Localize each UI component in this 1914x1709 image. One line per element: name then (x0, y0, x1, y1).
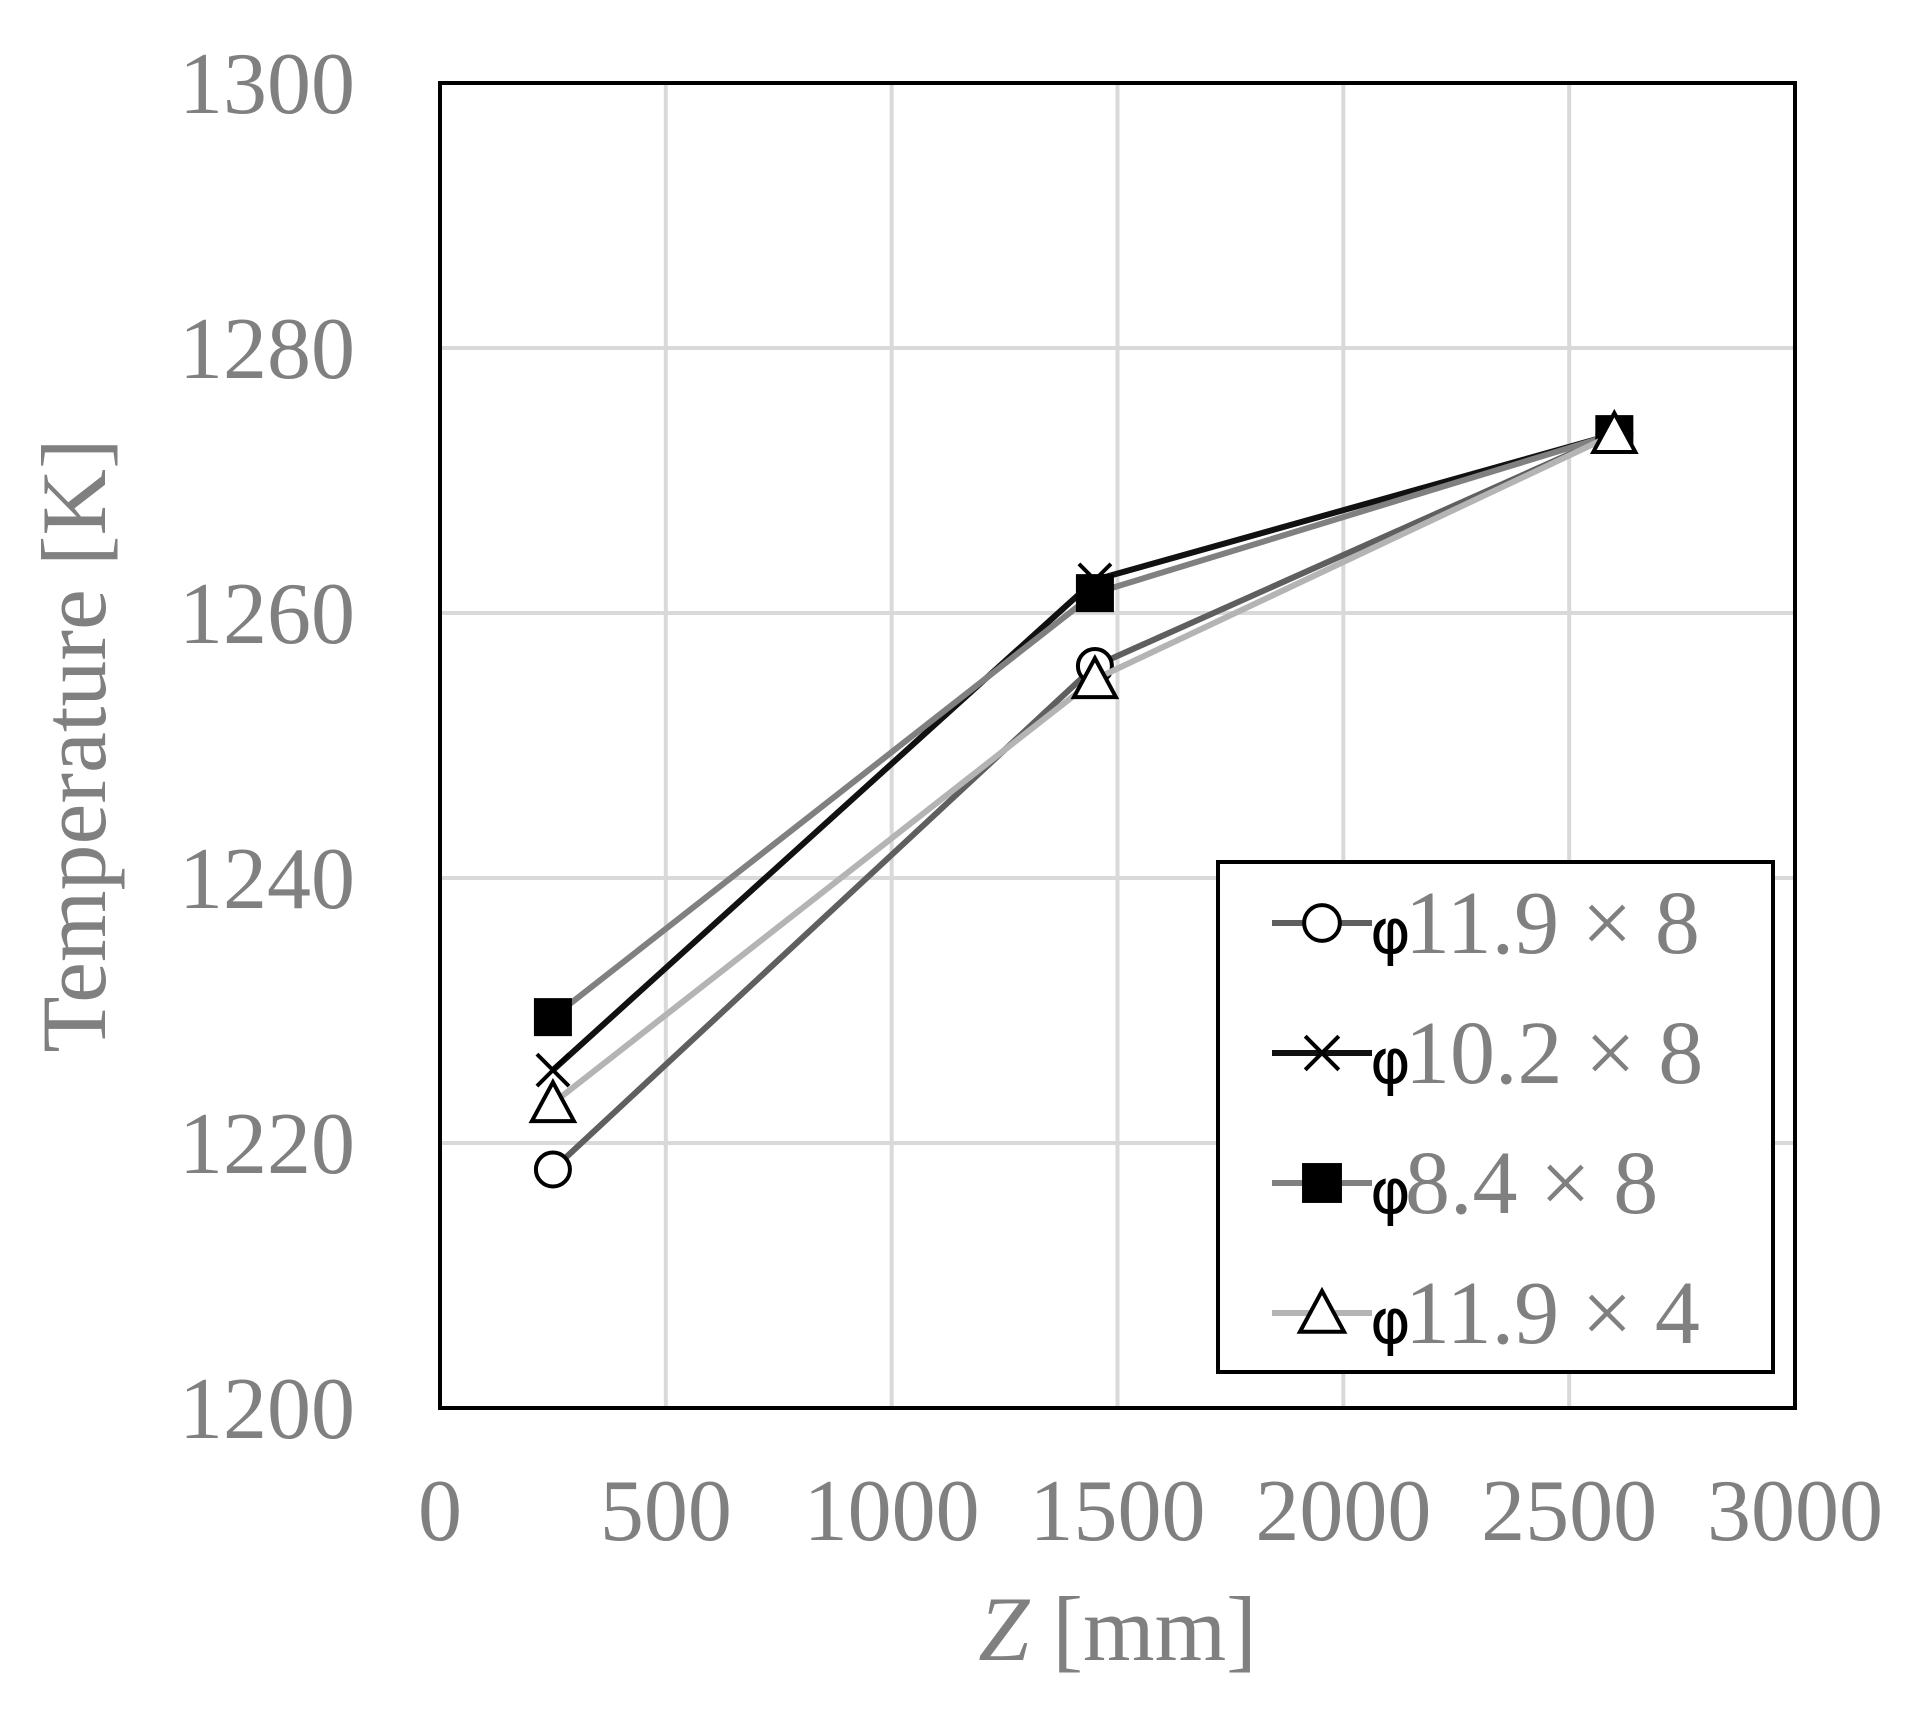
legend-label: 11.9 × 4 (1405, 1264, 1700, 1363)
legend-marker-square (1302, 1163, 1342, 1203)
legend-phi-symbol: φ (1370, 1155, 1411, 1228)
legend-marker-triangle (1296, 1286, 1348, 1334)
data-point-square (1075, 574, 1114, 613)
legend-phi-symbol: φ (1370, 895, 1411, 968)
legend-phi-symbol: φ (1370, 1285, 1411, 1358)
legend-box (1216, 860, 1775, 1374)
x-axis-label-unit: [mm] (1029, 1578, 1256, 1680)
x-tick-label: 0 (418, 1463, 462, 1560)
grid (440, 83, 1795, 1408)
series-group (528, 408, 1639, 1189)
tick-labels: 1200 1220 1240 1260 1280 1300 0 500 1000 1500 2000… (179, 36, 1883, 1560)
legend-item: φ 11.9 × 4 (1272, 1264, 1700, 1363)
legend: φ 11.9 × 8φ 10.2 × 8φ 8.4 × 8φ 11.9 × 4 (1216, 860, 1775, 1374)
y-tick-label: 1260 (179, 566, 355, 663)
x-tick-label: 1500 (1030, 1463, 1206, 1560)
y-tick-label: 1280 (179, 301, 355, 398)
x-tick-label: 3000 (1707, 1463, 1883, 1560)
x-tick-label: 1000 (804, 1463, 980, 1560)
legend-marker-x (1303, 1034, 1341, 1072)
legend-item: φ 10.2 × 8 (1272, 1004, 1703, 1103)
legend-label: 10.2 × 8 (1405, 1004, 1703, 1103)
data-point-circle (533, 1150, 572, 1189)
plot-frame (438, 81, 1797, 1410)
x-axis-label-variable: Z (978, 1578, 1030, 1680)
legend-phi-symbol: φ (1370, 1025, 1411, 1098)
data-point-triangle (1070, 654, 1120, 700)
legend-item: φ 8.4 × 8 (1272, 1134, 1658, 1233)
data-point-square (533, 998, 572, 1037)
y-axis-label: Temperature [K] (23, 438, 125, 1052)
legend-label: 11.9 × 8 (1405, 874, 1700, 973)
series-4 (528, 408, 1639, 1124)
y-tick-label: 1240 (179, 831, 355, 928)
legend-item: φ 11.9 × 8 (1272, 874, 1700, 973)
y-tick-label: 1220 (179, 1096, 355, 1193)
data-point-triangle (1589, 408, 1639, 454)
x-tick-label: 2500 (1481, 1463, 1657, 1560)
legend-label: 8.4 × 8 (1405, 1134, 1658, 1233)
x-tick-label: 2000 (1255, 1463, 1431, 1560)
y-tick-label: 1200 (179, 1361, 355, 1458)
x-axis-label: Z [mm] (978, 1578, 1257, 1680)
data-point-x (535, 1052, 571, 1088)
legend-marker-circle (1302, 903, 1342, 943)
data-point-triangle (528, 1078, 578, 1124)
x-tick-label: 500 (600, 1463, 732, 1560)
y-tick-label: 1300 (179, 36, 355, 133)
